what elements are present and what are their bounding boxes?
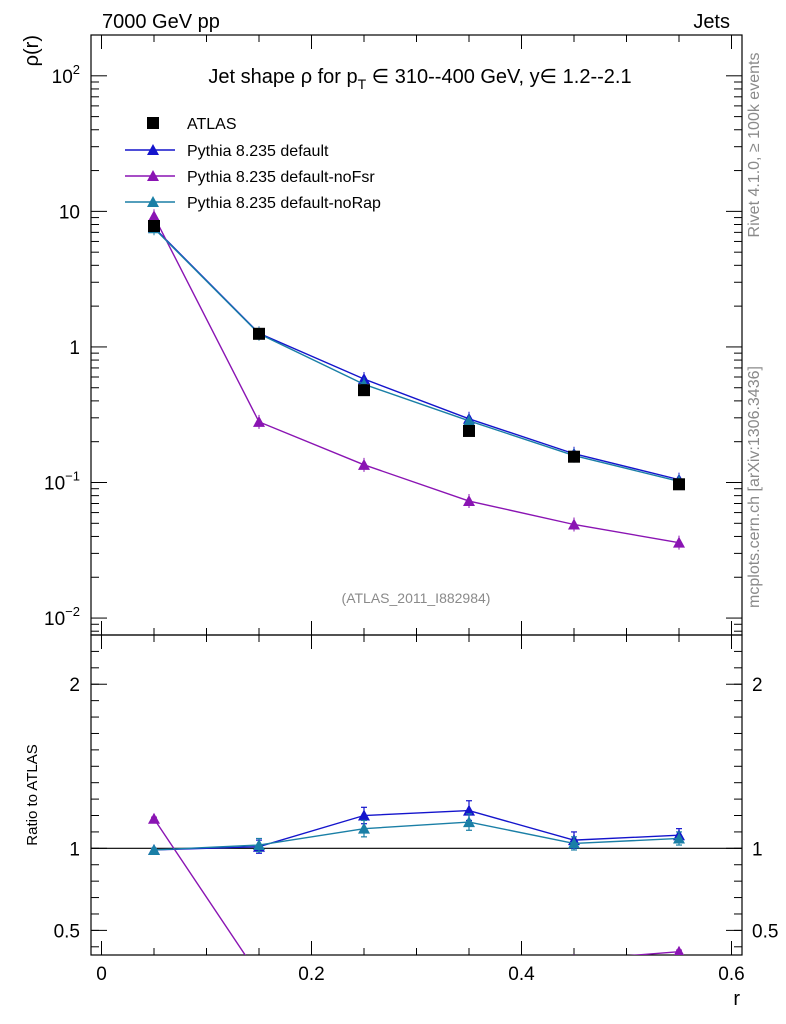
data-point bbox=[568, 450, 580, 463]
ratio-tick-label-right: 1 bbox=[752, 839, 763, 860]
ratio-point-2 bbox=[358, 822, 370, 834]
rivet-label: Rivet 4.1.0, ≥ 100k events bbox=[746, 53, 763, 238]
series-line-0 bbox=[153, 227, 680, 481]
y-tick-label: 10−2 bbox=[44, 604, 80, 630]
data-point bbox=[673, 478, 685, 491]
legend-marker-atlas bbox=[147, 117, 159, 129]
ratio-tick-label-right: 0.5 bbox=[752, 921, 778, 942]
series-point-1 bbox=[673, 536, 685, 548]
ratio-tick-label-left: 0.5 bbox=[54, 921, 80, 942]
ratio-line-0 bbox=[153, 809, 680, 851]
x-tick-label: 0 bbox=[96, 964, 107, 985]
series-point-1 bbox=[358, 458, 370, 470]
series-line-1 bbox=[153, 215, 680, 544]
ratio-plot-frame bbox=[90, 634, 743, 956]
series-point-1 bbox=[568, 518, 580, 530]
marks-layer bbox=[91, 209, 742, 981]
series-point-1 bbox=[463, 495, 475, 507]
analysis-label: (ATLAS_2011_I882984) bbox=[342, 590, 491, 606]
legend-label-norap: Pythia 8.235 default-noRap bbox=[187, 195, 381, 212]
legend-label-nofsr: Pythia 8.235 default-noFsr bbox=[187, 169, 375, 186]
x-tick-label: 0.4 bbox=[508, 964, 535, 985]
series-point-2 bbox=[463, 414, 475, 426]
ratio-point-1 bbox=[463, 957, 475, 968]
ratio-tick-label-left: 2 bbox=[69, 675, 80, 696]
y-tick-label: 102 bbox=[52, 62, 80, 88]
legend-marker-nofsr bbox=[147, 170, 159, 181]
ratio-y-axis-label: Ratio to ATLAS bbox=[24, 744, 41, 845]
ratio-point-2 bbox=[673, 832, 685, 844]
legend-marker-norap bbox=[147, 196, 159, 207]
y-tick-label: 1 bbox=[69, 338, 80, 359]
ratio-point-1 bbox=[573, 953, 575, 955]
ratio-point-2 bbox=[568, 837, 580, 849]
header-right: Jets bbox=[693, 11, 730, 33]
y-tick-label: 10−1 bbox=[44, 468, 80, 494]
ratio-tick-label-right: 2 bbox=[752, 675, 763, 696]
series-line-2 bbox=[153, 227, 680, 483]
ratio-point-1 bbox=[673, 945, 685, 955]
ratio-point-2 bbox=[253, 839, 265, 851]
ratio-point-1 bbox=[148, 812, 160, 824]
data-point bbox=[463, 424, 475, 437]
ratio-series-group bbox=[148, 800, 685, 981]
header-left: 7000 GeV pp bbox=[102, 11, 220, 33]
legend-marker-default bbox=[147, 144, 159, 155]
legend-label-atlas: ATLAS bbox=[187, 116, 237, 133]
ratio-point-1 bbox=[358, 960, 370, 971]
plot-title: Jet shape ρ for pT ∈ 310--400 GeV, y∈ 1.… bbox=[208, 66, 631, 92]
data-point bbox=[358, 384, 370, 397]
ratio-tick-label-left: 1 bbox=[69, 839, 80, 860]
data-point bbox=[253, 327, 265, 340]
y-axis-label: ρ(r) bbox=[21, 35, 43, 66]
series-point-1 bbox=[148, 210, 160, 222]
legend-label-default: Pythia 8.235 default bbox=[187, 143, 329, 160]
ratio-point-1 bbox=[253, 970, 265, 981]
x-axis-label: r bbox=[733, 988, 740, 1010]
ratio-line-2 bbox=[153, 821, 680, 851]
y-tick-label: 10 bbox=[59, 202, 80, 223]
ratio-point-2 bbox=[148, 843, 160, 855]
legend: ATLAS Pythia 8.235 default Pythia 8.235 … bbox=[125, 116, 381, 212]
data-point bbox=[148, 220, 160, 233]
ratio-point-0 bbox=[463, 804, 475, 816]
ratio-line-1 bbox=[153, 818, 680, 955]
mcplots-label: mcplots.cern.ch [arXiv:1306.3436] bbox=[746, 366, 763, 608]
ratio-point-0 bbox=[358, 809, 370, 821]
x-tick-label: 0.6 bbox=[718, 964, 744, 985]
x-tick-label: 0.2 bbox=[298, 964, 324, 985]
ratio-point-2 bbox=[463, 816, 475, 828]
series-point-1 bbox=[253, 415, 265, 427]
